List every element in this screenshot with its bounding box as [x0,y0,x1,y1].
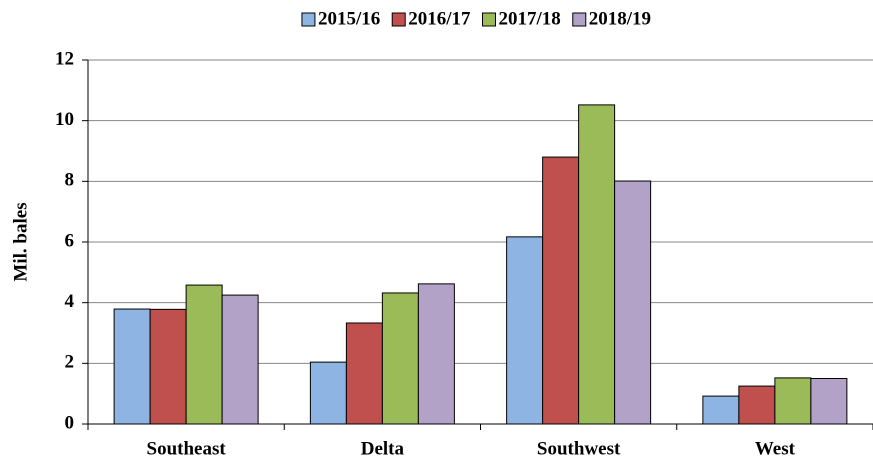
bar [578,104,616,425]
x-tick-label: Delta [361,438,405,459]
bar [774,377,812,425]
y-tick-label: 12 [55,48,74,69]
y-tick-label: 10 [55,109,74,130]
legend-label: 2017/18 [499,8,561,29]
y-tick-label: 8 [65,170,75,191]
legend-label: 2016/17 [408,8,471,29]
y-tick-label: 6 [65,230,75,251]
legend-swatch [301,12,316,27]
bar [506,236,544,425]
bar [810,378,848,425]
bar [309,361,347,425]
y-tick-label: 4 [65,291,75,312]
legend-swatch [482,12,496,27]
bar [542,156,580,425]
bar [221,294,259,425]
y-tick-label: 0 [65,412,75,433]
x-tick-label: Southeast [147,438,227,459]
legend-swatch [572,12,587,27]
bar [345,322,383,425]
bar [185,284,223,425]
legend-swatch [391,12,406,27]
bar [702,395,740,425]
bar [417,283,455,425]
bar [381,292,419,425]
bar [738,385,776,425]
y-tick-label: 2 [65,352,75,373]
bar [614,180,652,425]
legend-label: 2015/16 [318,8,380,29]
x-tick-label: Southwest [537,438,621,459]
x-tick-label: West [755,438,796,459]
y-axis-label: Mil. bales [10,202,31,281]
legend-label: 2018/19 [589,8,651,29]
bar [113,308,151,425]
bar [149,308,187,425]
